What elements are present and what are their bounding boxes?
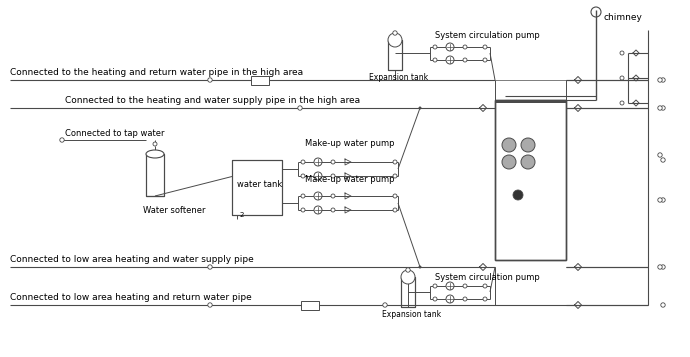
Circle shape <box>620 101 624 105</box>
Text: Connected to the heating and return water pipe in the high area: Connected to the heating and return wate… <box>10 68 303 77</box>
Circle shape <box>331 208 335 212</box>
Text: Connected to the heating and water supply pipe in the high area: Connected to the heating and water suppl… <box>65 96 360 105</box>
Text: Connected to low area heating and water supply pipe: Connected to low area heating and water … <box>10 255 254 264</box>
Circle shape <box>661 106 665 110</box>
Circle shape <box>658 265 662 269</box>
Circle shape <box>502 155 516 169</box>
Circle shape <box>331 160 335 164</box>
Text: Make-up water pump: Make-up water pump <box>305 139 395 148</box>
Text: Expansion tank: Expansion tank <box>369 73 428 82</box>
Ellipse shape <box>146 150 164 158</box>
Circle shape <box>301 194 305 198</box>
Circle shape <box>433 58 437 62</box>
Text: Connected to low area heating and return water pipe: Connected to low area heating and return… <box>10 293 252 302</box>
Bar <box>232 160 282 215</box>
Circle shape <box>314 192 322 200</box>
Bar <box>388 40 402 70</box>
Bar <box>495 100 566 260</box>
Circle shape <box>208 265 213 269</box>
Bar <box>146 154 164 196</box>
Circle shape <box>658 198 662 202</box>
Circle shape <box>298 106 302 110</box>
Circle shape <box>301 160 305 164</box>
Circle shape <box>661 265 665 269</box>
Circle shape <box>60 138 64 142</box>
Circle shape <box>433 284 437 288</box>
Circle shape <box>502 138 516 152</box>
Circle shape <box>393 194 397 198</box>
Circle shape <box>521 155 535 169</box>
Circle shape <box>331 194 335 198</box>
Circle shape <box>301 174 305 178</box>
Circle shape <box>331 174 335 178</box>
Circle shape <box>446 43 454 51</box>
Circle shape <box>393 208 397 212</box>
Circle shape <box>314 172 322 180</box>
Circle shape <box>433 45 437 49</box>
Circle shape <box>393 31 397 35</box>
Circle shape <box>661 303 665 307</box>
Circle shape <box>406 268 410 272</box>
Circle shape <box>661 78 665 82</box>
Text: 2: 2 <box>240 212 244 218</box>
Circle shape <box>208 303 213 307</box>
Circle shape <box>446 282 454 290</box>
Circle shape <box>314 206 322 214</box>
Text: chimney: chimney <box>603 14 642 22</box>
Circle shape <box>388 33 402 47</box>
Circle shape <box>446 56 454 64</box>
Circle shape <box>314 158 322 166</box>
Circle shape <box>521 138 535 152</box>
Circle shape <box>419 106 422 110</box>
Bar <box>495 100 566 260</box>
Text: System circulation pump: System circulation pump <box>435 30 540 40</box>
Bar <box>146 154 164 196</box>
Circle shape <box>513 190 523 200</box>
Circle shape <box>463 58 467 62</box>
Circle shape <box>401 270 415 284</box>
Bar <box>301 301 319 310</box>
Circle shape <box>483 58 487 62</box>
Circle shape <box>301 208 305 212</box>
Circle shape <box>661 198 665 202</box>
Text: Expansion tank: Expansion tank <box>382 310 441 319</box>
Circle shape <box>153 142 157 146</box>
Text: Make-up water pump: Make-up water pump <box>305 175 395 184</box>
Circle shape <box>658 78 662 82</box>
Circle shape <box>208 78 213 82</box>
Bar <box>401 277 415 307</box>
Circle shape <box>661 158 665 162</box>
Bar <box>495 100 566 103</box>
Circle shape <box>393 174 397 178</box>
Bar <box>232 160 282 215</box>
Circle shape <box>463 45 467 49</box>
Text: water tank: water tank <box>237 180 282 189</box>
Circle shape <box>483 45 487 49</box>
Circle shape <box>463 284 467 288</box>
Circle shape <box>483 297 487 301</box>
Circle shape <box>658 106 662 110</box>
Circle shape <box>658 153 662 157</box>
Circle shape <box>383 303 387 307</box>
Circle shape <box>419 266 422 268</box>
Circle shape <box>433 297 437 301</box>
Circle shape <box>393 160 397 164</box>
Text: Connected to tap water: Connected to tap water <box>65 129 164 138</box>
Bar <box>388 40 402 70</box>
Circle shape <box>463 297 467 301</box>
Bar <box>251 75 269 85</box>
Circle shape <box>620 76 624 80</box>
Text: System circulation pump: System circulation pump <box>435 272 540 282</box>
Circle shape <box>620 51 624 55</box>
Text: Water softener: Water softener <box>143 206 206 215</box>
Bar <box>401 277 415 307</box>
Circle shape <box>446 295 454 303</box>
Circle shape <box>483 284 487 288</box>
